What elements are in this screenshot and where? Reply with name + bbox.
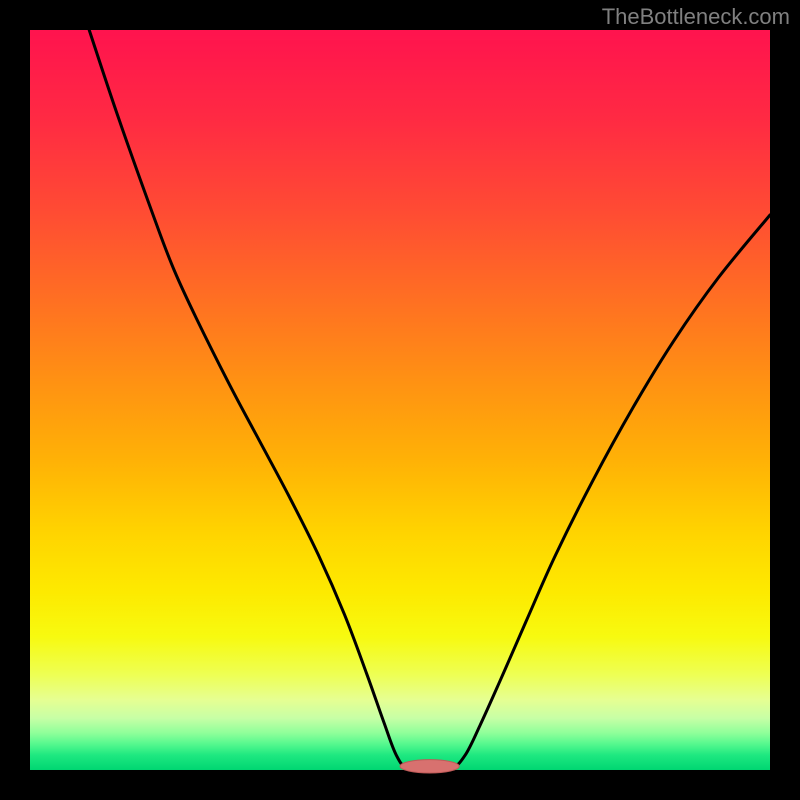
optimal-marker	[400, 760, 459, 773]
watermark-text: TheBottleneck.com	[602, 4, 790, 30]
bottleneck-chart	[0, 0, 800, 800]
plot-background	[30, 30, 770, 770]
chart-container: TheBottleneck.com	[0, 0, 800, 800]
